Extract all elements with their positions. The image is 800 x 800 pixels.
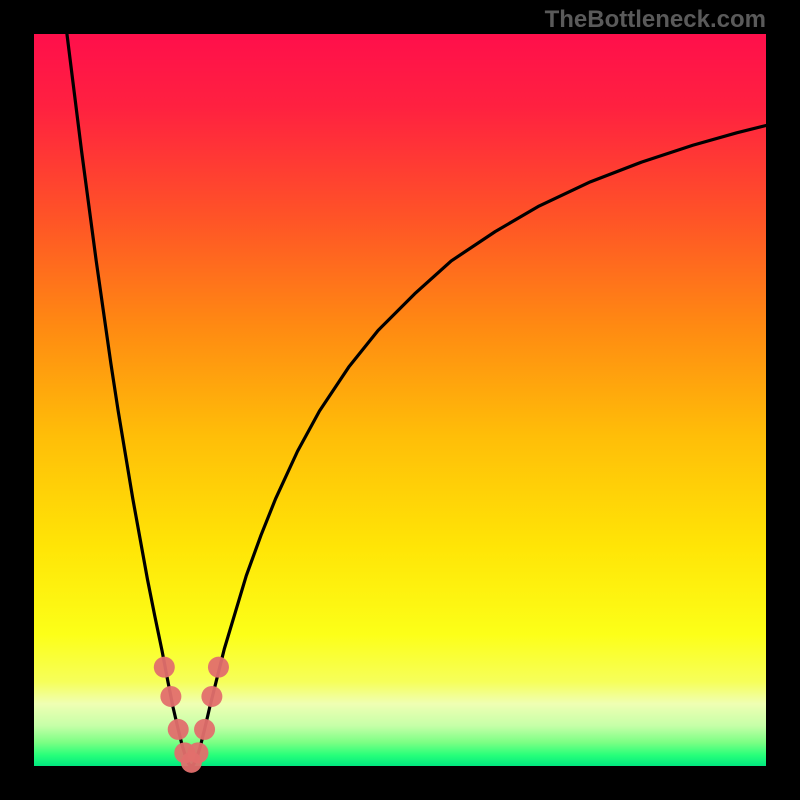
marker-dot [201,686,222,707]
bottleneck-curve [67,34,766,766]
chart-svg [0,0,800,800]
marker-dot [208,657,229,678]
marker-dot [168,719,189,740]
marker-dot [194,719,215,740]
marker-group [154,657,229,773]
marker-dot [154,657,175,678]
marker-dot [160,686,181,707]
chart-frame: TheBottleneck.com [0,0,800,800]
watermark-text: TheBottleneck.com [545,6,766,34]
marker-dot [187,742,208,763]
